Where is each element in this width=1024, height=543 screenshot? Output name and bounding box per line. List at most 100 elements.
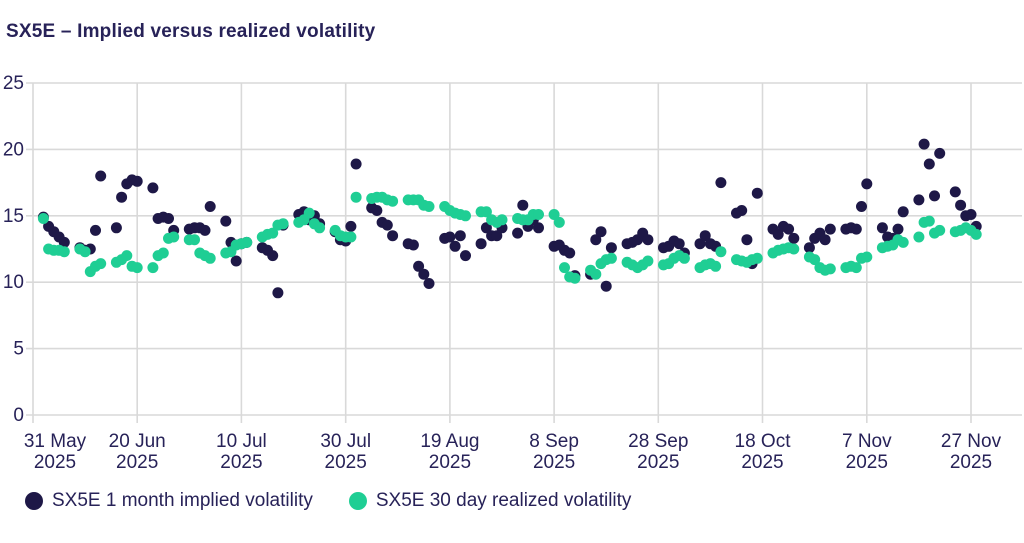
realized-volatility-point: [131, 262, 143, 274]
realized-volatility-point: [548, 209, 560, 220]
realized-volatility-point: [923, 215, 935, 227]
implied-volatility-point: [788, 232, 800, 244]
implied-volatility-point: [918, 138, 930, 150]
implied-volatility-point: [819, 234, 831, 246]
realized-volatility-point: [751, 252, 763, 264]
realized-volatility-point: [809, 254, 821, 266]
implied-volatility-point: [491, 230, 503, 242]
realized-volatility-point: [559, 262, 570, 274]
implied-volatility-point: [605, 242, 617, 254]
realized-volatility-point: [267, 227, 279, 239]
realized-volatility-point: [533, 209, 544, 220]
implied-volatility-point: [564, 247, 576, 259]
implied-volatility-point: [923, 158, 935, 170]
realized-volatility-point: [897, 236, 909, 248]
implied-volatility-point: [694, 238, 706, 250]
realized-volatility-point: [710, 260, 722, 272]
realized-volatility-point: [642, 255, 654, 267]
implied-volatility-point: [736, 205, 748, 216]
implied-volatility-point: [95, 170, 107, 182]
implied-volatility-point: [131, 175, 143, 187]
implied-volatility-point: [897, 206, 909, 218]
implied-volatility-point: [892, 223, 904, 235]
realized-volatility-point: [678, 252, 690, 264]
x-axis-label: 2025: [741, 452, 783, 473]
implied-volatility-point: [116, 191, 128, 203]
realized-volatility-point: [168, 231, 180, 243]
y-axis-label: 15: [3, 206, 24, 227]
realized-series-swatch-icon: [348, 492, 367, 510]
realized-volatility-point: [850, 262, 862, 274]
implied-volatility-point: [517, 199, 529, 211]
legend: SX5E 1 month implied volatility SX5E 30 …: [25, 490, 631, 512]
x-axis-label: 18 Oct: [735, 431, 792, 452]
realized-volatility-point: [350, 191, 362, 203]
realized-volatility-point: [824, 263, 836, 275]
implied-volatility-point: [783, 223, 795, 235]
implied-volatility-point: [199, 224, 211, 236]
y-axis-label: 10: [3, 272, 24, 293]
x-axis-label: 28 Sep: [628, 431, 688, 452]
implied-series-swatch-icon: [25, 492, 43, 510]
implied-volatility-point: [444, 231, 456, 243]
realized-volatility-point: [387, 195, 399, 207]
realized-volatility-point: [314, 222, 326, 234]
implied-volatility-point: [381, 219, 393, 231]
implied-volatility-point: [418, 268, 430, 280]
implied-volatility-point: [673, 238, 685, 250]
realized-volatility-point: [569, 272, 581, 284]
implied-volatility-point: [824, 223, 836, 235]
realized-volatility-point: [303, 207, 315, 219]
implied-volatility-point: [110, 222, 122, 234]
x-axis-label: 19 Aug: [420, 431, 479, 452]
y-axis-label: 5: [13, 339, 24, 360]
y-axis-label: 20: [3, 139, 24, 160]
implied-volatility-point: [387, 230, 399, 242]
x-axis-label: 2025: [533, 452, 575, 473]
implied-volatility-point: [965, 209, 977, 220]
implied-volatility-point: [715, 177, 727, 189]
y-axis-label: 25: [3, 73, 24, 94]
x-axis-label: 2025: [637, 452, 679, 473]
implied-volatility-point: [772, 228, 784, 240]
implied-volatility-point: [949, 186, 961, 198]
implied-volatility-point: [163, 213, 174, 224]
x-axis-label: 2025: [846, 452, 888, 473]
implied-volatility-point: [90, 224, 101, 236]
implied-volatility-point: [475, 238, 487, 250]
realized-volatility-point: [277, 218, 289, 230]
implied-volatility-point: [58, 236, 70, 248]
realized-volatility-point: [590, 268, 602, 280]
realized-volatility-point: [345, 231, 357, 243]
realized-volatility-point: [189, 234, 200, 246]
realized-volatility-point: [147, 262, 159, 274]
realized-volatility-point: [95, 258, 107, 270]
realized-volatility-point: [423, 201, 435, 212]
implied-volatility-point: [600, 280, 612, 292]
implied-volatility-point: [856, 201, 867, 212]
x-axis-label: 2025: [116, 452, 158, 473]
implied-volatility-point: [480, 222, 492, 234]
implied-volatility-point: [371, 205, 383, 216]
implied-volatility-point: [751, 187, 763, 199]
realized-volatility-point: [460, 210, 471, 222]
implied-volatility-point: [267, 250, 279, 262]
x-axis-label: 2025: [220, 452, 262, 473]
realized-volatility-point: [121, 250, 133, 262]
realized-volatility-point: [157, 247, 169, 259]
implied-volatility-point: [423, 278, 435, 289]
implied-volatility-point: [929, 190, 940, 202]
legend-label-realized: SX5E 30 day realized volatility: [375, 490, 632, 511]
implied-volatility-point: [413, 260, 425, 272]
x-axis-label: 31 May: [24, 431, 87, 452]
implied-volatility-point: [913, 194, 925, 206]
realized-volatility-point: [480, 206, 492, 218]
implied-volatility-point: [934, 147, 946, 159]
x-axis-label: 7 Nov: [842, 431, 892, 452]
y-axis-label: 0: [13, 405, 24, 426]
implied-volatility-point: [741, 234, 753, 246]
implied-volatility-point: [460, 250, 471, 262]
implied-volatility-point: [220, 215, 232, 227]
x-axis-label: 2025: [34, 452, 76, 473]
